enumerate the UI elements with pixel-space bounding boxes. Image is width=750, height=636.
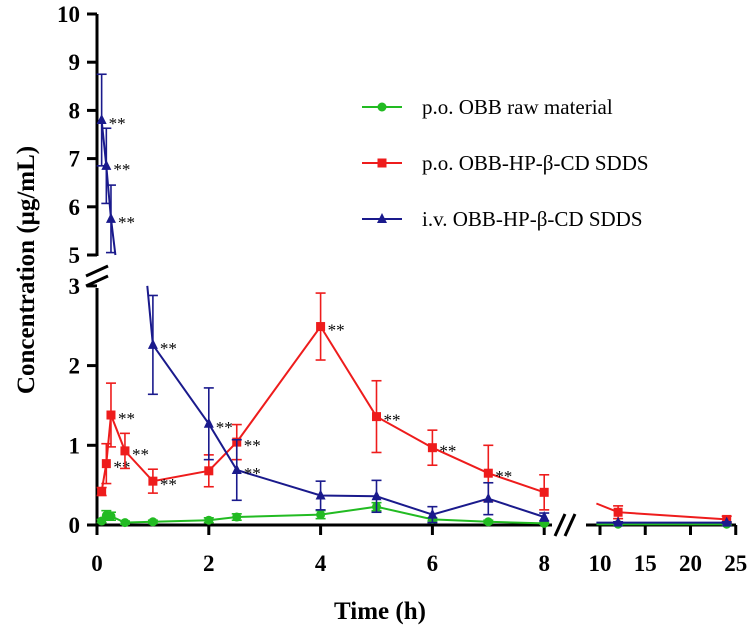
significance-label: ** (160, 339, 177, 358)
legend: p.o. OBB raw material p.o. OBB-HP-β-CD SD… (362, 95, 649, 231)
significance-label: ** (118, 213, 135, 232)
legend-label: p.o. OBB raw material (422, 95, 613, 119)
series-square: ****************** (96, 292, 732, 524)
data-point-circle (316, 510, 326, 520)
data-point-triangle (101, 159, 112, 170)
data-point-triangle (147, 338, 158, 349)
significance-label: ** (495, 467, 512, 486)
data-point-square (316, 322, 326, 332)
data-point-square (106, 410, 116, 420)
data-point-triangle (315, 489, 326, 500)
y-axis-break-mark (85, 264, 109, 278)
x-axis-title: Time (h) (334, 598, 426, 625)
significance-label: ** (244, 436, 261, 455)
y-tick-label: 2 (69, 354, 81, 379)
data-point-triangle (105, 212, 116, 223)
significance-label: ** (328, 321, 345, 340)
x-tick-label: 15 (634, 551, 657, 576)
x-tick-label: 6 (427, 551, 439, 576)
significance-label: ** (109, 114, 126, 133)
x-tick-label: 25 (724, 551, 747, 576)
y-axis-break-mark (85, 274, 109, 288)
x-tick-label: 0 (91, 551, 103, 576)
x-axis-break-mark (563, 513, 577, 537)
significance-label: ** (113, 458, 130, 477)
x-tick-label: 10 (589, 551, 612, 576)
x-tick-label: 2 (203, 551, 215, 576)
x-axis-break-mark (553, 513, 567, 537)
y-tick-label: 7 (69, 147, 81, 172)
series-line (100, 119, 117, 256)
data-point-square (120, 446, 130, 456)
significance-label: ** (439, 442, 456, 461)
y-tick-label: 8 (69, 98, 81, 123)
data-point-square (97, 487, 107, 497)
y-tick-label: 9 (69, 50, 81, 75)
data-point-square (427, 443, 437, 453)
y-tick-label: 10 (57, 2, 80, 27)
data-series: ****************************** (96, 73, 732, 529)
data-point-circle (120, 518, 130, 528)
data-point-triangle (203, 417, 214, 428)
significance-label: ** (118, 409, 135, 428)
data-point-triangle (483, 492, 494, 503)
y-tick-label: 1 (69, 433, 81, 458)
data-point-square (613, 507, 623, 517)
y-tick-label: 5 (69, 243, 81, 268)
axis-ticks: 0 1 2 3 5 6 7 8 9 10 0 2 4 6 8 10 15 20 25 (57, 2, 747, 576)
significance-label: ** (132, 445, 149, 464)
data-point-triangle (721, 516, 732, 527)
data-point-triangle (613, 516, 624, 527)
x-tick-label: 4 (315, 551, 327, 576)
legend-label: i.v. OBB-HP-β-CD SDDS (422, 207, 643, 231)
data-point-circle (377, 102, 387, 112)
significance-label: ** (244, 464, 261, 483)
y-tick-label: 0 (69, 513, 81, 538)
data-point-circle (148, 517, 158, 527)
significance-label: ** (384, 411, 401, 430)
data-point-triangle (427, 508, 438, 519)
data-point-square (377, 158, 387, 168)
data-point-triangle (371, 490, 382, 501)
data-point-square (372, 412, 381, 422)
significance-label: ** (216, 418, 233, 437)
x-tick-label: 8 (538, 551, 550, 576)
data-point-circle (232, 512, 242, 522)
data-point-circle (204, 515, 214, 525)
data-point-square (539, 487, 549, 497)
data-point-triangle (96, 114, 107, 125)
significance-label: ** (113, 160, 130, 179)
data-point-circle (483, 517, 493, 527)
y-axis-title: Concentration (μg/mL) (13, 146, 40, 394)
x-tick-label: 20 (679, 551, 702, 576)
data-point-triangle (377, 213, 387, 223)
data-point-triangle (231, 464, 242, 475)
y-tick-label: 3 (69, 274, 81, 299)
data-point-square (483, 468, 493, 478)
data-point-square (204, 466, 214, 476)
data-point-triangle (539, 511, 550, 522)
data-point-circle (106, 511, 116, 521)
legend-label: p.o. OBB-HP-β-CD SDDS (422, 151, 649, 175)
significance-label: ** (160, 475, 177, 494)
data-point-square (148, 476, 158, 486)
y-tick-label: 6 (69, 195, 81, 220)
data-point-square (101, 459, 111, 469)
series-triangle: ************ (96, 73, 732, 527)
